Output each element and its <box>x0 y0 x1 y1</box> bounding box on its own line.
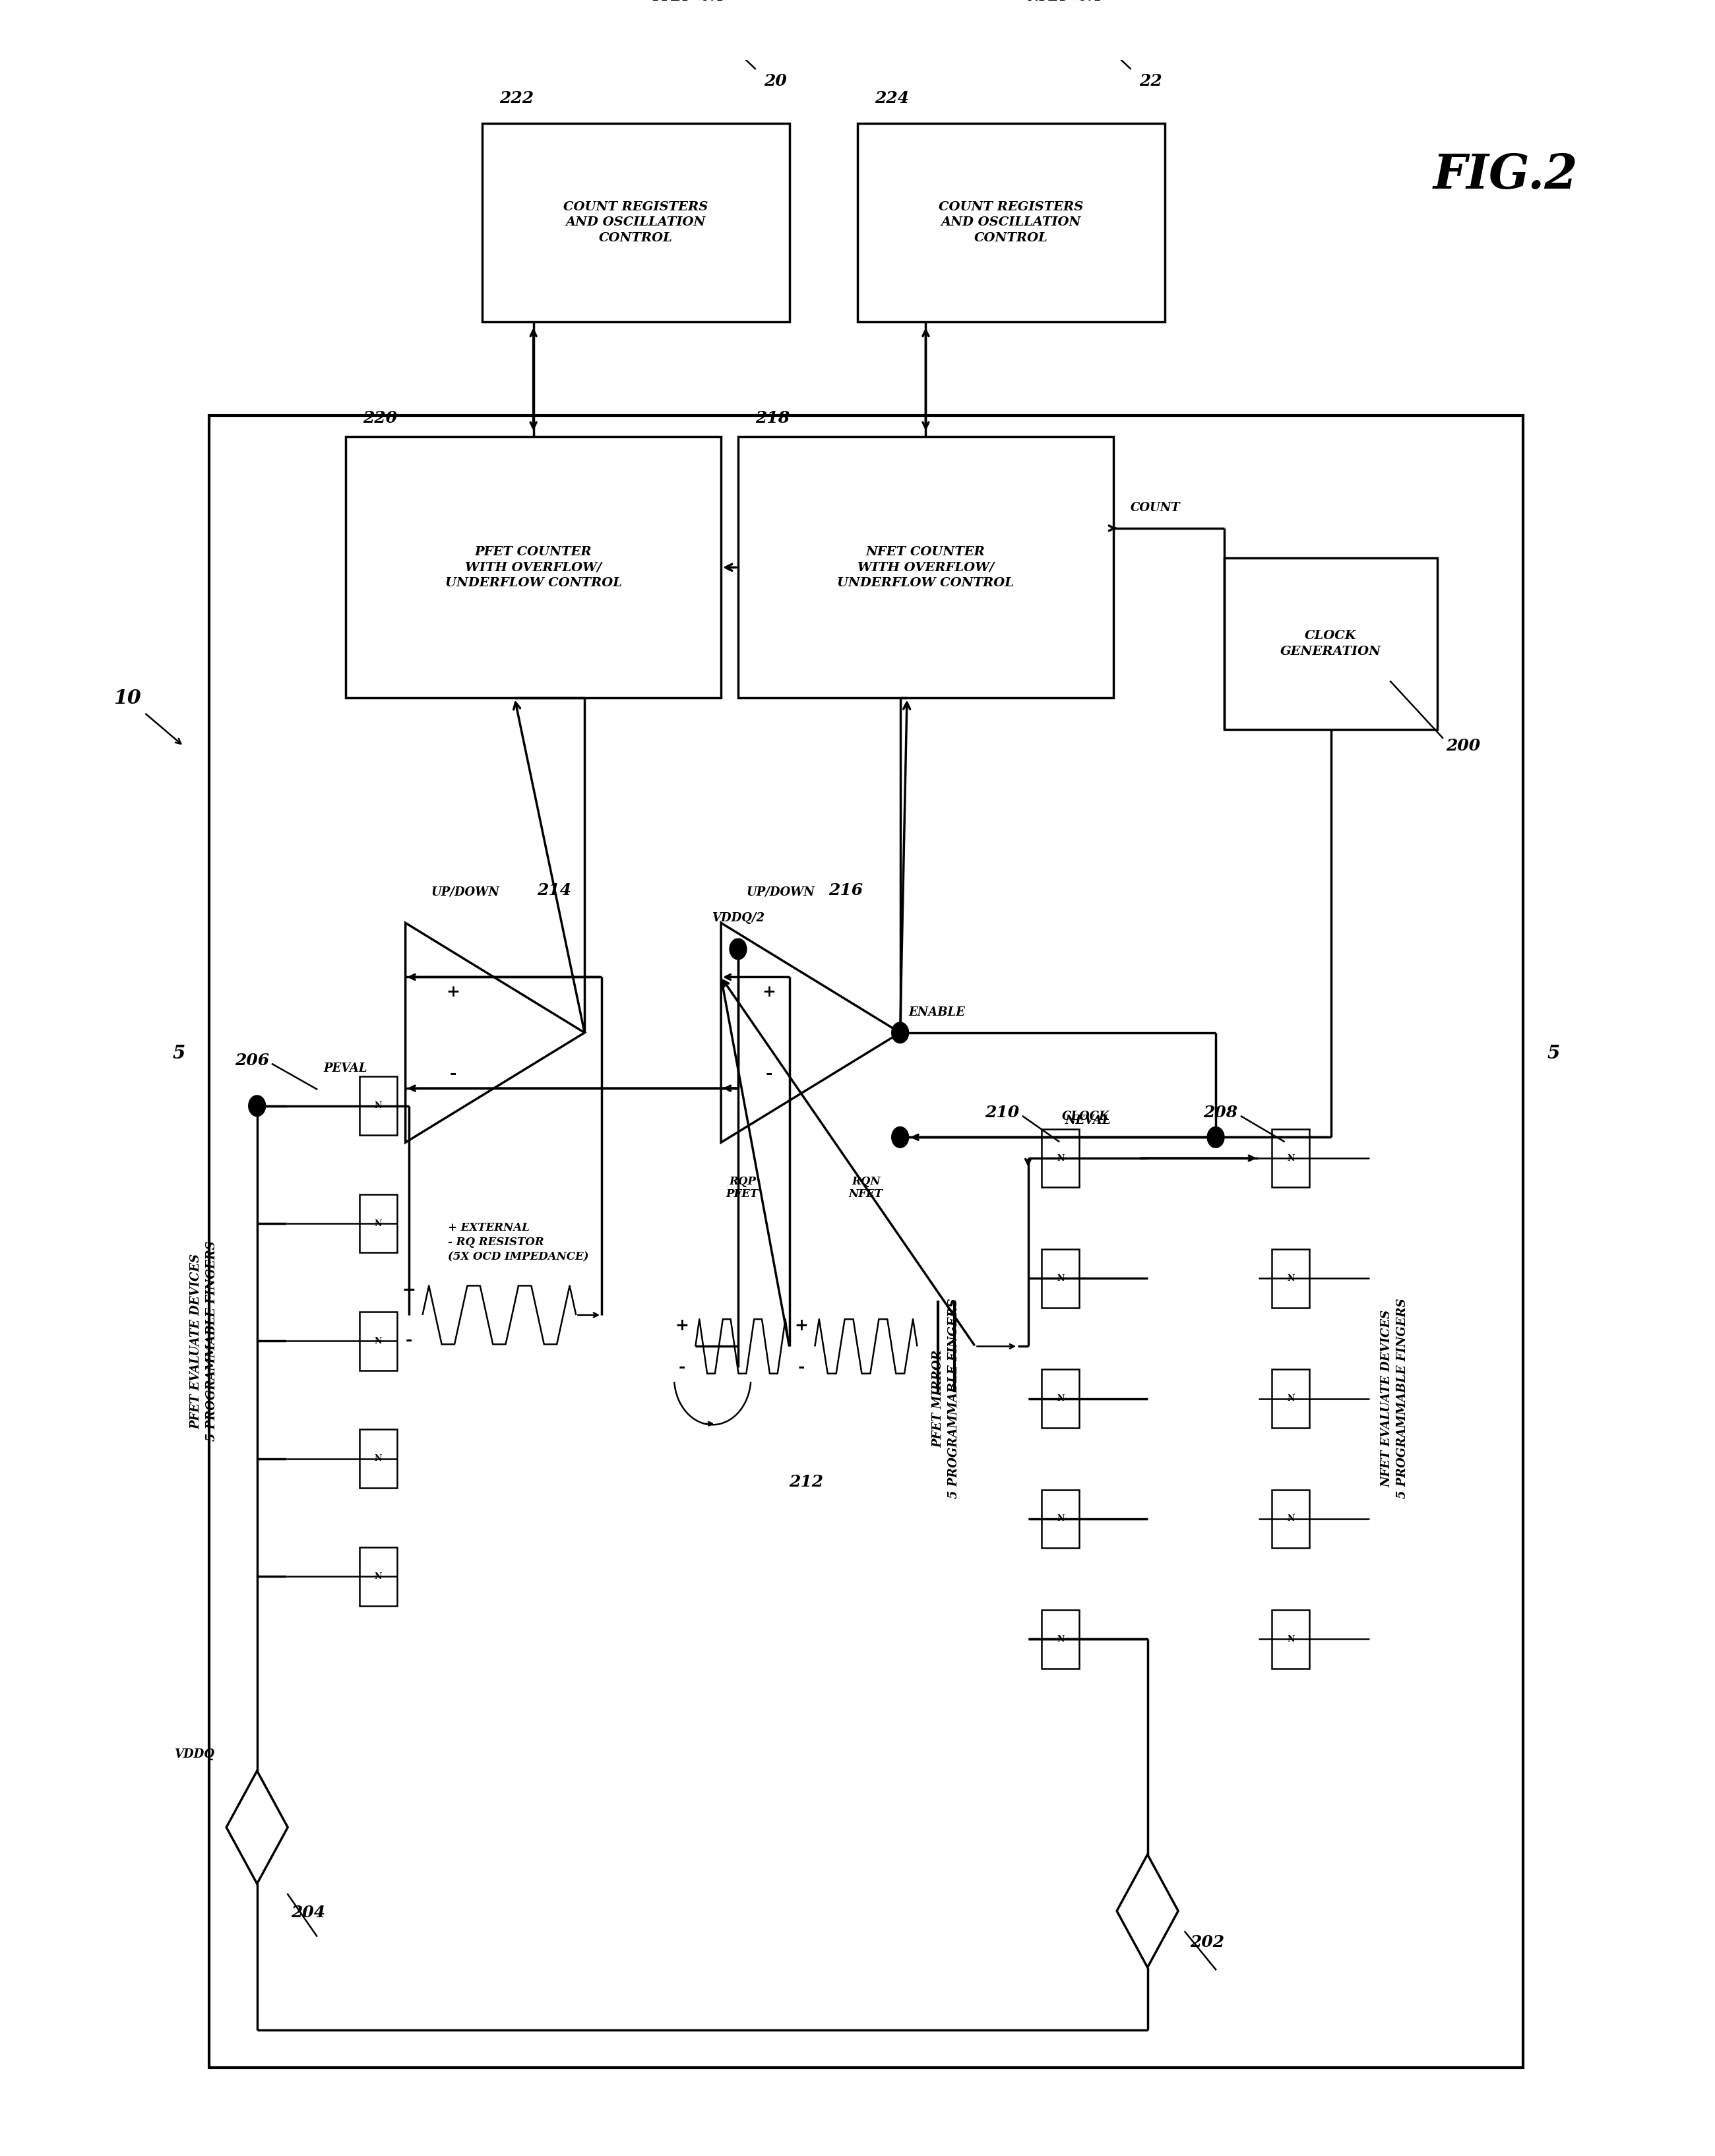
Bar <box>1041 1490 1079 1548</box>
Text: -: - <box>765 1065 772 1082</box>
Text: PFET EVALUATE DEVICES
5 PROGRAMMABLE FINGERS: PFET EVALUATE DEVICES 5 PROGRAMMABLE FIN… <box>190 1242 218 1440</box>
Text: -: - <box>449 1065 456 1082</box>
Bar <box>360 1311 396 1371</box>
Bar <box>1273 1130 1310 1188</box>
Text: N: N <box>1056 1395 1065 1404</box>
Circle shape <box>1207 1128 1225 1147</box>
Text: 224: 224 <box>875 91 909 106</box>
Bar <box>1041 1130 1079 1188</box>
Bar <box>360 1429 396 1488</box>
Bar <box>1225 558 1437 729</box>
Bar <box>360 1194 396 1253</box>
Polygon shape <box>1116 1854 1178 1968</box>
Bar <box>1041 1611 1079 1669</box>
Circle shape <box>892 1128 909 1147</box>
Text: 10: 10 <box>113 688 141 707</box>
Text: +: + <box>401 1283 415 1298</box>
Bar <box>346 438 720 699</box>
Text: VDDQ/2: VDDQ/2 <box>712 912 765 925</box>
Text: N: N <box>374 1218 382 1227</box>
Text: N: N <box>1056 1634 1065 1643</box>
Text: 206: 206 <box>235 1052 269 1067</box>
Text: N: N <box>374 1337 382 1345</box>
Text: -: - <box>405 1332 412 1348</box>
Text: 218: 218 <box>755 410 789 427</box>
Text: 222: 222 <box>499 91 533 106</box>
Text: N: N <box>1056 1274 1065 1283</box>
Text: 22: 22 <box>1139 73 1161 88</box>
Text: 202: 202 <box>1190 1934 1225 1951</box>
Text: NFET EVALUATE DEVICES
5 PROGRAMMABLE FINGERS: NFET EVALUATE DEVICES 5 PROGRAMMABLE FIN… <box>1381 1298 1408 1498</box>
Text: PFET COUNTER
WITH OVERFLOW/
UNDERFLOW CONTROL: PFET COUNTER WITH OVERFLOW/ UNDERFLOW CO… <box>444 545 623 589</box>
Bar <box>1273 1369 1310 1427</box>
Text: N: N <box>1286 1153 1295 1162</box>
Text: PFET MIRROR
5 PROGRAMMABLE FINGERS: PFET MIRROR 5 PROGRAMMABLE FINGERS <box>933 1298 960 1498</box>
Text: N: N <box>374 1455 382 1464</box>
Bar <box>858 123 1164 321</box>
Bar <box>209 416 1523 2068</box>
Text: 5: 5 <box>1547 1046 1561 1063</box>
Text: +: + <box>446 983 460 1000</box>
Text: CLOCK: CLOCK <box>1062 1110 1110 1123</box>
Text: 5: 5 <box>172 1046 185 1063</box>
Text: VDDQ: VDDQ <box>175 1749 214 1761</box>
Bar <box>360 1548 396 1606</box>
Text: 208: 208 <box>1204 1104 1238 1121</box>
Bar <box>360 1076 396 1136</box>
Text: 200: 200 <box>1446 737 1480 755</box>
Text: -: - <box>797 1358 804 1376</box>
Bar <box>1041 1248 1079 1309</box>
Text: FIG.2: FIG.2 <box>1434 151 1578 198</box>
Bar <box>1273 1611 1310 1669</box>
Text: + EXTERNAL
- RQ RESISTOR
(5X OCD IMPEDANCE): + EXTERNAL - RQ RESISTOR (5X OCD IMPEDAN… <box>448 1222 588 1263</box>
Text: UP/DOWN: UP/DOWN <box>746 886 815 899</box>
Circle shape <box>249 1095 266 1117</box>
Text: N: N <box>1286 1634 1295 1643</box>
Text: +: + <box>761 983 775 1000</box>
Bar <box>1273 1248 1310 1309</box>
Text: 20: 20 <box>763 73 787 88</box>
Text: 214: 214 <box>537 882 571 899</box>
Text: N: N <box>1056 1153 1065 1162</box>
Text: 212: 212 <box>789 1475 823 1490</box>
Text: +: + <box>676 1317 689 1332</box>
Text: N: N <box>374 1572 382 1580</box>
Text: NEVAL: NEVAL <box>1065 1115 1111 1128</box>
Text: -: - <box>679 1358 686 1376</box>
Text: N: N <box>1286 1514 1295 1522</box>
Text: PEVAL: PEVAL <box>324 1063 367 1074</box>
Text: N: N <box>374 1102 382 1110</box>
Text: N: N <box>1056 1514 1065 1522</box>
Text: N: N <box>1286 1274 1295 1283</box>
Text: COUNT REGISTERS
AND OSCILLATION
CONTROL: COUNT REGISTERS AND OSCILLATION CONTROL <box>564 201 708 244</box>
Text: N: N <box>1286 1395 1295 1404</box>
Text: CLOCK
GENERATION: CLOCK GENERATION <box>1281 630 1381 658</box>
Text: COUNT: COUNT <box>1130 502 1180 513</box>
Text: COUNT REGISTERS
AND OSCILLATION
CONTROL: COUNT REGISTERS AND OSCILLATION CONTROL <box>938 201 1084 244</box>
Text: UP/DOWN: UP/DOWN <box>430 886 499 899</box>
Text: 216: 216 <box>828 882 863 899</box>
Text: 220: 220 <box>364 410 398 427</box>
Bar <box>737 438 1113 699</box>
Text: PFET<0:4>: PFET<0:4> <box>653 0 736 4</box>
Bar <box>482 123 789 321</box>
Polygon shape <box>226 1770 288 1884</box>
Text: 210: 210 <box>984 1104 1019 1121</box>
Text: NFET<0:4>: NFET<0:4> <box>1027 0 1113 4</box>
Circle shape <box>729 938 746 959</box>
Text: RQN
NFET: RQN NFET <box>849 1175 883 1201</box>
Text: 204: 204 <box>292 1904 326 1921</box>
Circle shape <box>892 1022 909 1044</box>
Text: ENABLE: ENABLE <box>909 1007 966 1018</box>
Text: RQP
PFET: RQP PFET <box>725 1175 758 1201</box>
Text: NFET COUNTER
WITH OVERFLOW/
UNDERFLOW CONTROL: NFET COUNTER WITH OVERFLOW/ UNDERFLOW CO… <box>837 545 1014 589</box>
Bar <box>1273 1490 1310 1548</box>
Text: +: + <box>794 1317 808 1332</box>
Bar <box>1041 1369 1079 1427</box>
